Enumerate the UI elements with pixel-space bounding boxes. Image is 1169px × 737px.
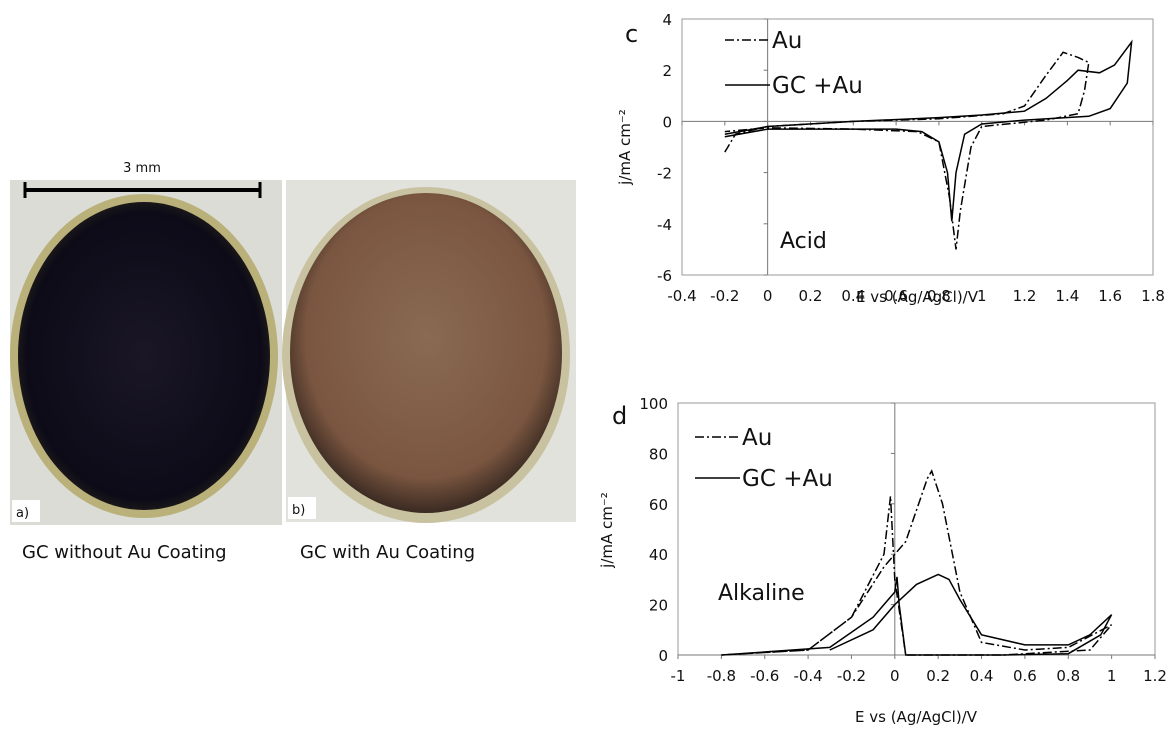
x-tick-label: 1.2 [1143, 667, 1167, 685]
y-axis-label: j/mA cm⁻² [598, 492, 616, 569]
x-tick-label: 1 [1107, 667, 1117, 685]
x-tick-label: 0.6 [1013, 667, 1037, 685]
caption: GC with Au Coating [300, 542, 475, 563]
legend-label: Au [772, 28, 802, 54]
x-tick-label: 1.6 [1098, 287, 1122, 305]
y-tick-label: 0 [658, 647, 668, 665]
x-tick-label: -0.6 [750, 667, 779, 685]
panel-label: c [625, 20, 638, 48]
x-tick-label: 1.8 [1141, 287, 1165, 305]
y-tick-label: -2 [657, 165, 672, 183]
electrode-a [18, 202, 270, 510]
y-tick-label: 40 [649, 546, 668, 564]
y-tick-label: 0 [662, 113, 672, 131]
x-tick-label: -0.2 [710, 287, 739, 305]
scale-label: 3 mm [123, 161, 161, 176]
plot-frame [681, 18, 1154, 276]
x-tick-label: 0.4 [841, 287, 865, 305]
x-tick-label: 1.4 [1055, 287, 1079, 305]
annotation: Acid [780, 229, 827, 254]
y-tick-label: 2 [662, 62, 672, 80]
x-axis-label: E vs (Ag/AgCl)/V [855, 708, 978, 726]
y-tick-label: 20 [649, 597, 668, 615]
x-tick-label: 0.6 [884, 287, 908, 305]
y-tick-label: 4 [662, 11, 672, 29]
panel-label: d [612, 402, 627, 430]
x-tick-label: 1.2 [1013, 287, 1037, 305]
caption: GC without Au Coating [22, 542, 227, 563]
annotation: Alkaline [718, 581, 805, 606]
y-tick-label: -6 [657, 267, 672, 285]
series-line [721, 573, 1113, 656]
label-box [12, 500, 40, 522]
x-tick-label: -1 [671, 667, 686, 685]
x-tick-label: 0.2 [799, 287, 823, 305]
electrode-b [290, 193, 562, 513]
y-axis-label: j/mA cm⁻² [616, 109, 634, 186]
x-tick-label: -0.2 [837, 667, 866, 685]
x-tick-label: 0 [890, 667, 900, 685]
y-tick-label: 100 [639, 395, 668, 413]
x-tick-label: 0.8 [1056, 667, 1080, 685]
legend-label: GC +Au [772, 73, 863, 99]
panel-label: a) [16, 506, 29, 521]
x-tick-label: -0.4 [793, 667, 822, 685]
x-axis-label: E vs (Ag/AgCl)/V [856, 288, 979, 306]
legend-label: GC +Au [742, 466, 833, 492]
legend-label: Au [742, 425, 772, 451]
series-line [724, 39, 1133, 222]
x-tick-label: 1 [977, 287, 987, 305]
panel-label: b) [292, 503, 305, 518]
x-tick-label: -0.4 [667, 287, 696, 305]
x-tick-label: 0.2 [926, 667, 950, 685]
x-tick-label: 0 [763, 287, 773, 305]
label-box [288, 497, 316, 519]
x-tick-label: 0.8 [927, 287, 951, 305]
x-tick-label: 0.4 [970, 667, 994, 685]
y-tick-label: 80 [649, 445, 668, 463]
y-tick-label: 60 [649, 496, 668, 514]
y-tick-label: -4 [657, 216, 672, 234]
x-tick-label: -0.8 [707, 667, 736, 685]
series-line [721, 469, 1113, 656]
